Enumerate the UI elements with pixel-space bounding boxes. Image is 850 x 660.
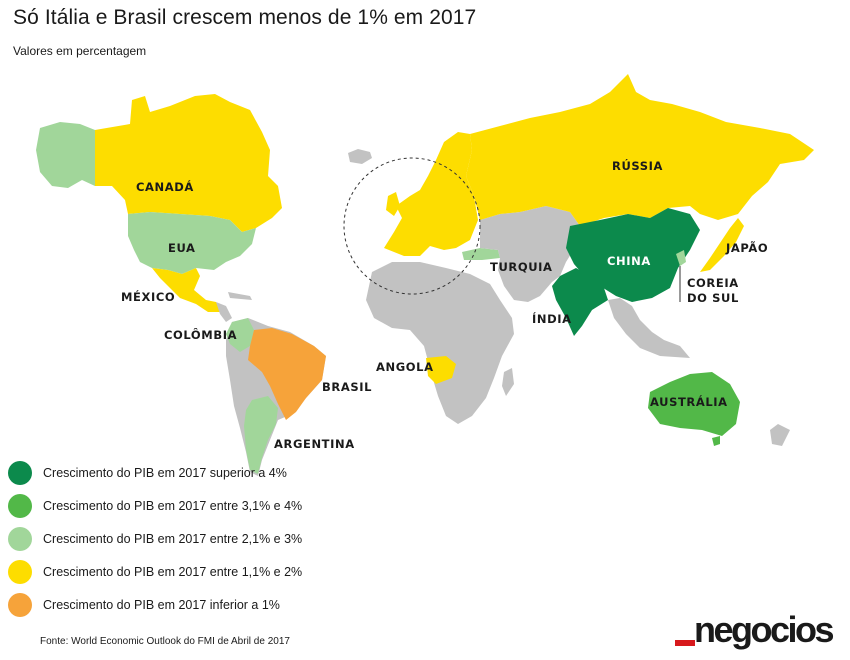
legend-dot (8, 527, 32, 551)
legend-dot (8, 494, 32, 518)
label-brasil: BRASIL (322, 380, 373, 394)
se-asia (608, 298, 690, 358)
canada (95, 94, 282, 232)
madagascar (502, 368, 514, 396)
label-russia: RÚSSIA (612, 159, 664, 173)
central-america (216, 302, 232, 322)
legend-dot (8, 560, 32, 584)
australia (648, 372, 740, 436)
angola (426, 356, 456, 384)
uk (386, 192, 400, 216)
colombia (226, 318, 254, 352)
japan (700, 218, 744, 272)
legend-dot (8, 593, 32, 617)
legend-label: Crescimento do PIB em 2017 entre 2,1% e … (43, 532, 303, 546)
label-argentina: ARGENTINA (274, 437, 355, 451)
russia (466, 74, 814, 226)
middle-east (480, 206, 580, 302)
label-mexico: MÉXICO (121, 290, 176, 304)
brazil (248, 328, 326, 420)
label-colombia: COLÔMBIA (164, 328, 238, 342)
logo-red-bar (675, 640, 695, 646)
china (566, 208, 700, 302)
label-coreia-line1: COREIA (687, 276, 739, 290)
legend-dot (8, 461, 32, 485)
label-coreia-line2: DO SUL (687, 291, 739, 305)
legend-label: Crescimento do PIB em 2017 inferior a 1% (43, 598, 280, 612)
mexico (152, 268, 222, 312)
legend-label: Crescimento do PIB em 2017 entre 3,1% e … (43, 499, 303, 513)
usa (128, 212, 256, 274)
label-angola: ANGOLA (376, 360, 434, 374)
label-japao: JAPÃO (726, 241, 769, 255)
turkey (462, 248, 500, 260)
label-australia: AUSTRÁLIA (650, 395, 728, 409)
europe-highlight-circle (343, 157, 481, 295)
label-canada: CANADÁ (136, 180, 194, 194)
map-subtitle: Valores em percentagem (13, 44, 147, 58)
africa (366, 262, 514, 424)
source-note: Fonte: World Economic Outlook do FMI de … (40, 636, 290, 647)
map-title: Só Itália e Brasil crescem menos de 1% e… (13, 6, 477, 29)
label-china: CHINA (607, 254, 651, 268)
south-korea (676, 250, 686, 266)
europe (384, 132, 478, 256)
legend-label: Crescimento do PIB em 2017 superior a 4% (43, 466, 287, 480)
india (552, 268, 608, 336)
legend-label: Crescimento do PIB em 2017 entre 1,1% e … (43, 565, 303, 579)
tasmania (712, 436, 720, 446)
alaska (36, 122, 95, 188)
negocios-logo: negocios (693, 609, 835, 650)
label-india: ÍNDIA (532, 312, 572, 326)
label-eua: EUA (168, 241, 196, 255)
new-zealand (770, 424, 790, 446)
argentina (244, 396, 278, 474)
label-turquia: TURQUIA (490, 260, 553, 274)
greenland (348, 149, 372, 164)
caribbean (228, 292, 252, 300)
